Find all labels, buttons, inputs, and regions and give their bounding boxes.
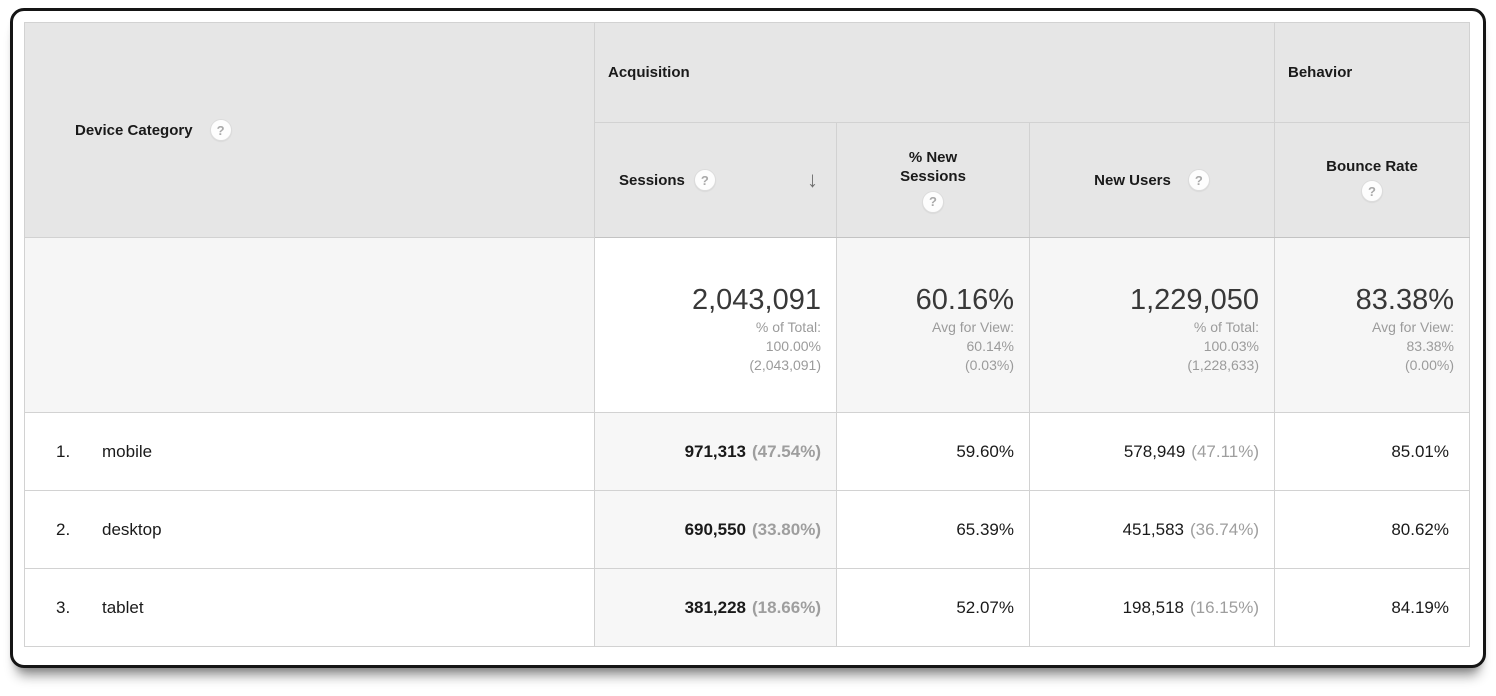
sessions-cell: 971,313 (47.54%) <box>594 412 837 491</box>
sessions-share: (33.80%) <box>752 519 821 539</box>
behavior-label: Behavior <box>1288 64 1353 81</box>
group-header-acquisition: Acquisition <box>594 22 1275 123</box>
summary-bounce-rate: 83.38% Avg for View: 83.38% (0.00%) <box>1274 237 1470 413</box>
summary-pct-new-sessions-abs: (0.03%) <box>964 356 1014 373</box>
summary-pct-new-sessions: 60.16% Avg for View: 60.14% (0.03%) <box>836 237 1030 413</box>
summary-new-users-value: 1,229,050 <box>1129 283 1259 316</box>
summary-bounce-rate-value: 83.38% <box>1355 283 1454 316</box>
device-label: mobile <box>102 441 153 461</box>
acquisition-label: Acquisition <box>608 64 690 81</box>
help-icon[interactable]: ? <box>693 169 716 191</box>
summary-new-users-caption: % of Total: <box>1193 318 1259 335</box>
row-rank: 2. <box>56 519 71 539</box>
column-header-pct-new-sessions[interactable]: % New Sessions ? <box>836 122 1030 238</box>
sort-descending-icon: ↓ <box>807 167 818 192</box>
device-category-table: Device Category ? Acquisition Behavior S… <box>24 22 1470 647</box>
summary-bounce-rate-abs: (0.00%) <box>1404 356 1454 373</box>
help-icon[interactable]: ? <box>1361 180 1383 202</box>
row-rank: 1. <box>56 441 71 461</box>
summary-sessions-abs: (2,043,091) <box>749 356 821 373</box>
summary-sessions-value: 2,043,091 <box>691 283 821 316</box>
screenshot-frame: Device Category ? Acquisition Behavior S… <box>10 8 1486 668</box>
help-icon[interactable]: ? <box>922 190 944 213</box>
bounce-rate-cell: 80.62% <box>1274 490 1470 569</box>
device-label: desktop <box>102 519 162 539</box>
device-cell: 1. mobile <box>24 412 595 491</box>
table-row: 2. desktop 690,550 (33.80%) 65.39% 451,583… <box>24 490 1470 569</box>
bounce-rate-cell: 84.19% <box>1274 568 1470 647</box>
sessions-value: 381,228 <box>684 597 747 617</box>
pct-new-sessions-cell: 52.07% <box>836 568 1030 647</box>
column-header-new-users[interactable]: New Users ? <box>1029 122 1275 238</box>
new-users-cell: 451,583 (36.74%) <box>1029 490 1275 569</box>
summary-sessions-pct: 100.00% <box>765 337 821 354</box>
sessions-cell: 690,550 (33.80%) <box>594 490 837 569</box>
device-category-label: Device Category <box>75 121 193 139</box>
summary-new-users-abs: (1,228,633) <box>1187 356 1259 373</box>
new-users-share: (47.11%) <box>1191 441 1259 461</box>
new-users-share: (16.15%) <box>1190 597 1259 617</box>
bounce-rate-cell: 85.01% <box>1274 412 1470 491</box>
help-icon[interactable]: ? <box>209 119 232 141</box>
table-row: 3. tablet 381,228 (18.66%) 52.07% 198,518(… <box>24 568 1470 647</box>
summary-pct-new-sessions-value: 60.16% <box>915 283 1014 316</box>
sessions-label: Sessions <box>619 171 685 189</box>
sessions-value: 971,313 <box>684 441 747 461</box>
sessions-share: (47.54%) <box>752 441 821 461</box>
summary-device-category-cell <box>24 237 595 413</box>
summary-bounce-rate-caption: Avg for View: <box>1372 318 1454 335</box>
summary-new-users-pct: 100.03% <box>1203 337 1259 354</box>
new-users-value: 451,583 <box>1122 519 1185 539</box>
sessions-cell: 381,228 (18.66%) <box>594 568 837 647</box>
new-users-share: (36.74%) <box>1190 519 1259 539</box>
new-users-value: 578,949 <box>1123 441 1186 461</box>
summary-row: 2,043,091 % of Total: 100.00% (2,043,091… <box>24 237 1470 413</box>
column-header-sessions[interactable]: Sessions ? ↓ <box>594 122 837 238</box>
summary-pct-new-sessions-pct: 60.14% <box>966 337 1014 354</box>
summary-bounce-rate-pct: 83.38% <box>1406 337 1454 354</box>
sessions-value: 690,550 <box>684 519 747 539</box>
summary-sessions-caption: % of Total: <box>755 318 821 335</box>
row-rank: 3. <box>56 597 71 617</box>
sessions-share: (18.66%) <box>752 597 821 617</box>
bounce-rate-label: Bounce Rate <box>1326 158 1418 175</box>
help-icon[interactable]: ? <box>1187 169 1210 191</box>
new-users-cell: 578,949 (47.11%) <box>1029 412 1275 491</box>
summary-new-users: 1,229,050 % of Total: 100.03% (1,228,633… <box>1029 237 1275 413</box>
summary-pct-new-sessions-caption: Avg for View: <box>932 318 1014 335</box>
table-row: 1. mobile 971,313 (47.54%) 59.60% 578,949(… <box>24 412 1470 491</box>
new-users-value: 198,518 <box>1122 597 1185 617</box>
pct-new-sessions-cell: 59.60% <box>836 412 1030 491</box>
group-header-behavior: Behavior <box>1274 22 1470 123</box>
device-label: tablet <box>102 597 144 617</box>
pct-new-sessions-cell: 65.39% <box>836 490 1030 569</box>
column-header-bounce-rate[interactable]: Bounce Rate ? <box>1274 122 1470 238</box>
device-cell: 2. desktop <box>24 490 595 569</box>
pct-new-sessions-label: % New Sessions <box>900 148 966 185</box>
column-header-device-category[interactable]: Device Category ? <box>24 22 595 238</box>
new-users-label: New Users <box>1094 171 1171 189</box>
new-users-cell: 198,518 (16.15%) <box>1029 568 1275 647</box>
summary-sessions: 2,043,091 % of Total: 100.00% (2,043,091… <box>594 237 837 413</box>
device-cell: 3. tablet <box>24 568 595 647</box>
